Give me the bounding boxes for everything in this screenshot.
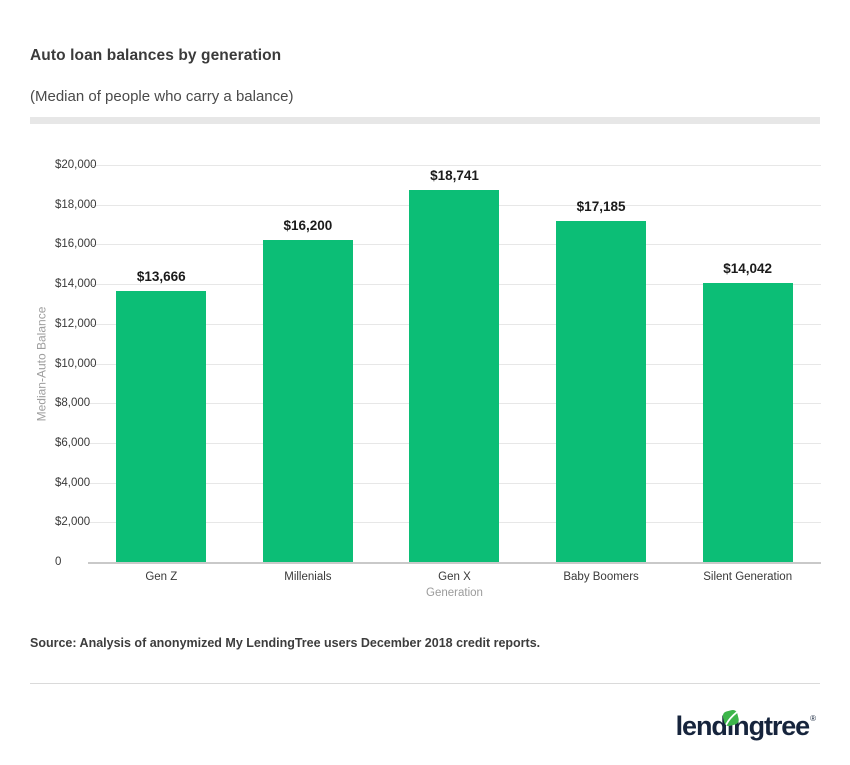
bar [262, 240, 353, 562]
source-note: Source: Analysis of anonymized My Lendin… [30, 636, 541, 650]
y-tick-label: $6,000 [55, 436, 91, 449]
bar-slot: $16,200 [235, 165, 382, 562]
y-tick-label: $12,000 [55, 317, 97, 330]
page-title: Auto loan balances by generation [30, 47, 282, 64]
bar-slot: $17,185 [528, 165, 675, 562]
x-axis-labels: Gen Z Millenials Gen X Baby Boomers Silent G… [88, 571, 821, 583]
page-subtitle: (Median of people who carry a balance) [30, 88, 294, 105]
y-tick-label: $10,000 [55, 357, 97, 370]
y-tick-label: $4,000 [55, 476, 91, 489]
x-tick-label: Millenials [284, 571, 332, 583]
bar [702, 283, 793, 562]
bar-slot: $13,666 [88, 165, 235, 562]
bar-slot: $14,042 [674, 165, 821, 562]
bar-value-label: $14,042 [723, 261, 773, 277]
y-tick-label: $8,000 [55, 397, 91, 410]
leaf-icon [722, 710, 739, 726]
gridline [88, 165, 821, 166]
y-tick-label: $14,000 [55, 278, 97, 291]
bar-slot: $18,741 [381, 165, 528, 562]
x-tick-label: Gen Z [145, 571, 178, 583]
logo-text-part2: ı [726, 711, 735, 741]
bar [556, 220, 647, 562]
y-tick-label: $20,000 [55, 159, 97, 171]
y-tick-label: $18,000 [55, 198, 97, 211]
bar [409, 190, 500, 562]
x-tick-label: Baby Boomers [563, 571, 639, 583]
y-tick-label: $2,000 [55, 516, 91, 529]
x-axis-line [88, 562, 821, 564]
logo-text-part1: lend [675, 711, 728, 741]
bar-value-label: $17,185 [576, 198, 626, 214]
registered-trademark: ® [810, 714, 816, 723]
y-tick-label: $16,000 [55, 238, 97, 251]
logo-text-part3: ngtree [733, 711, 810, 741]
bar-value-label: $13,666 [136, 268, 186, 284]
y-tick-label: 0 [55, 556, 62, 568]
bar [116, 290, 207, 562]
x-tick-label: Gen X [438, 571, 471, 583]
lendingtree-logo: lend ıngtree® [675, 710, 816, 742]
x-axis-title: Generation [426, 587, 483, 599]
bar-value-label: $16,200 [283, 218, 333, 234]
bar-value-label: $18,741 [430, 168, 479, 183]
bar-chart: Median-Auto Balance 0 $2,000 $4,000 $6,000 $… [0, 124, 850, 606]
x-tick-label: Silent Generation [703, 571, 793, 583]
accent-divider-bar [30, 117, 820, 124]
footer-divider [30, 683, 820, 684]
bars-layer: $13,666 $16,200 $18,741 $17,185 $14,042 [88, 165, 821, 562]
y-axis-title: Median-Auto Balance [34, 306, 48, 421]
